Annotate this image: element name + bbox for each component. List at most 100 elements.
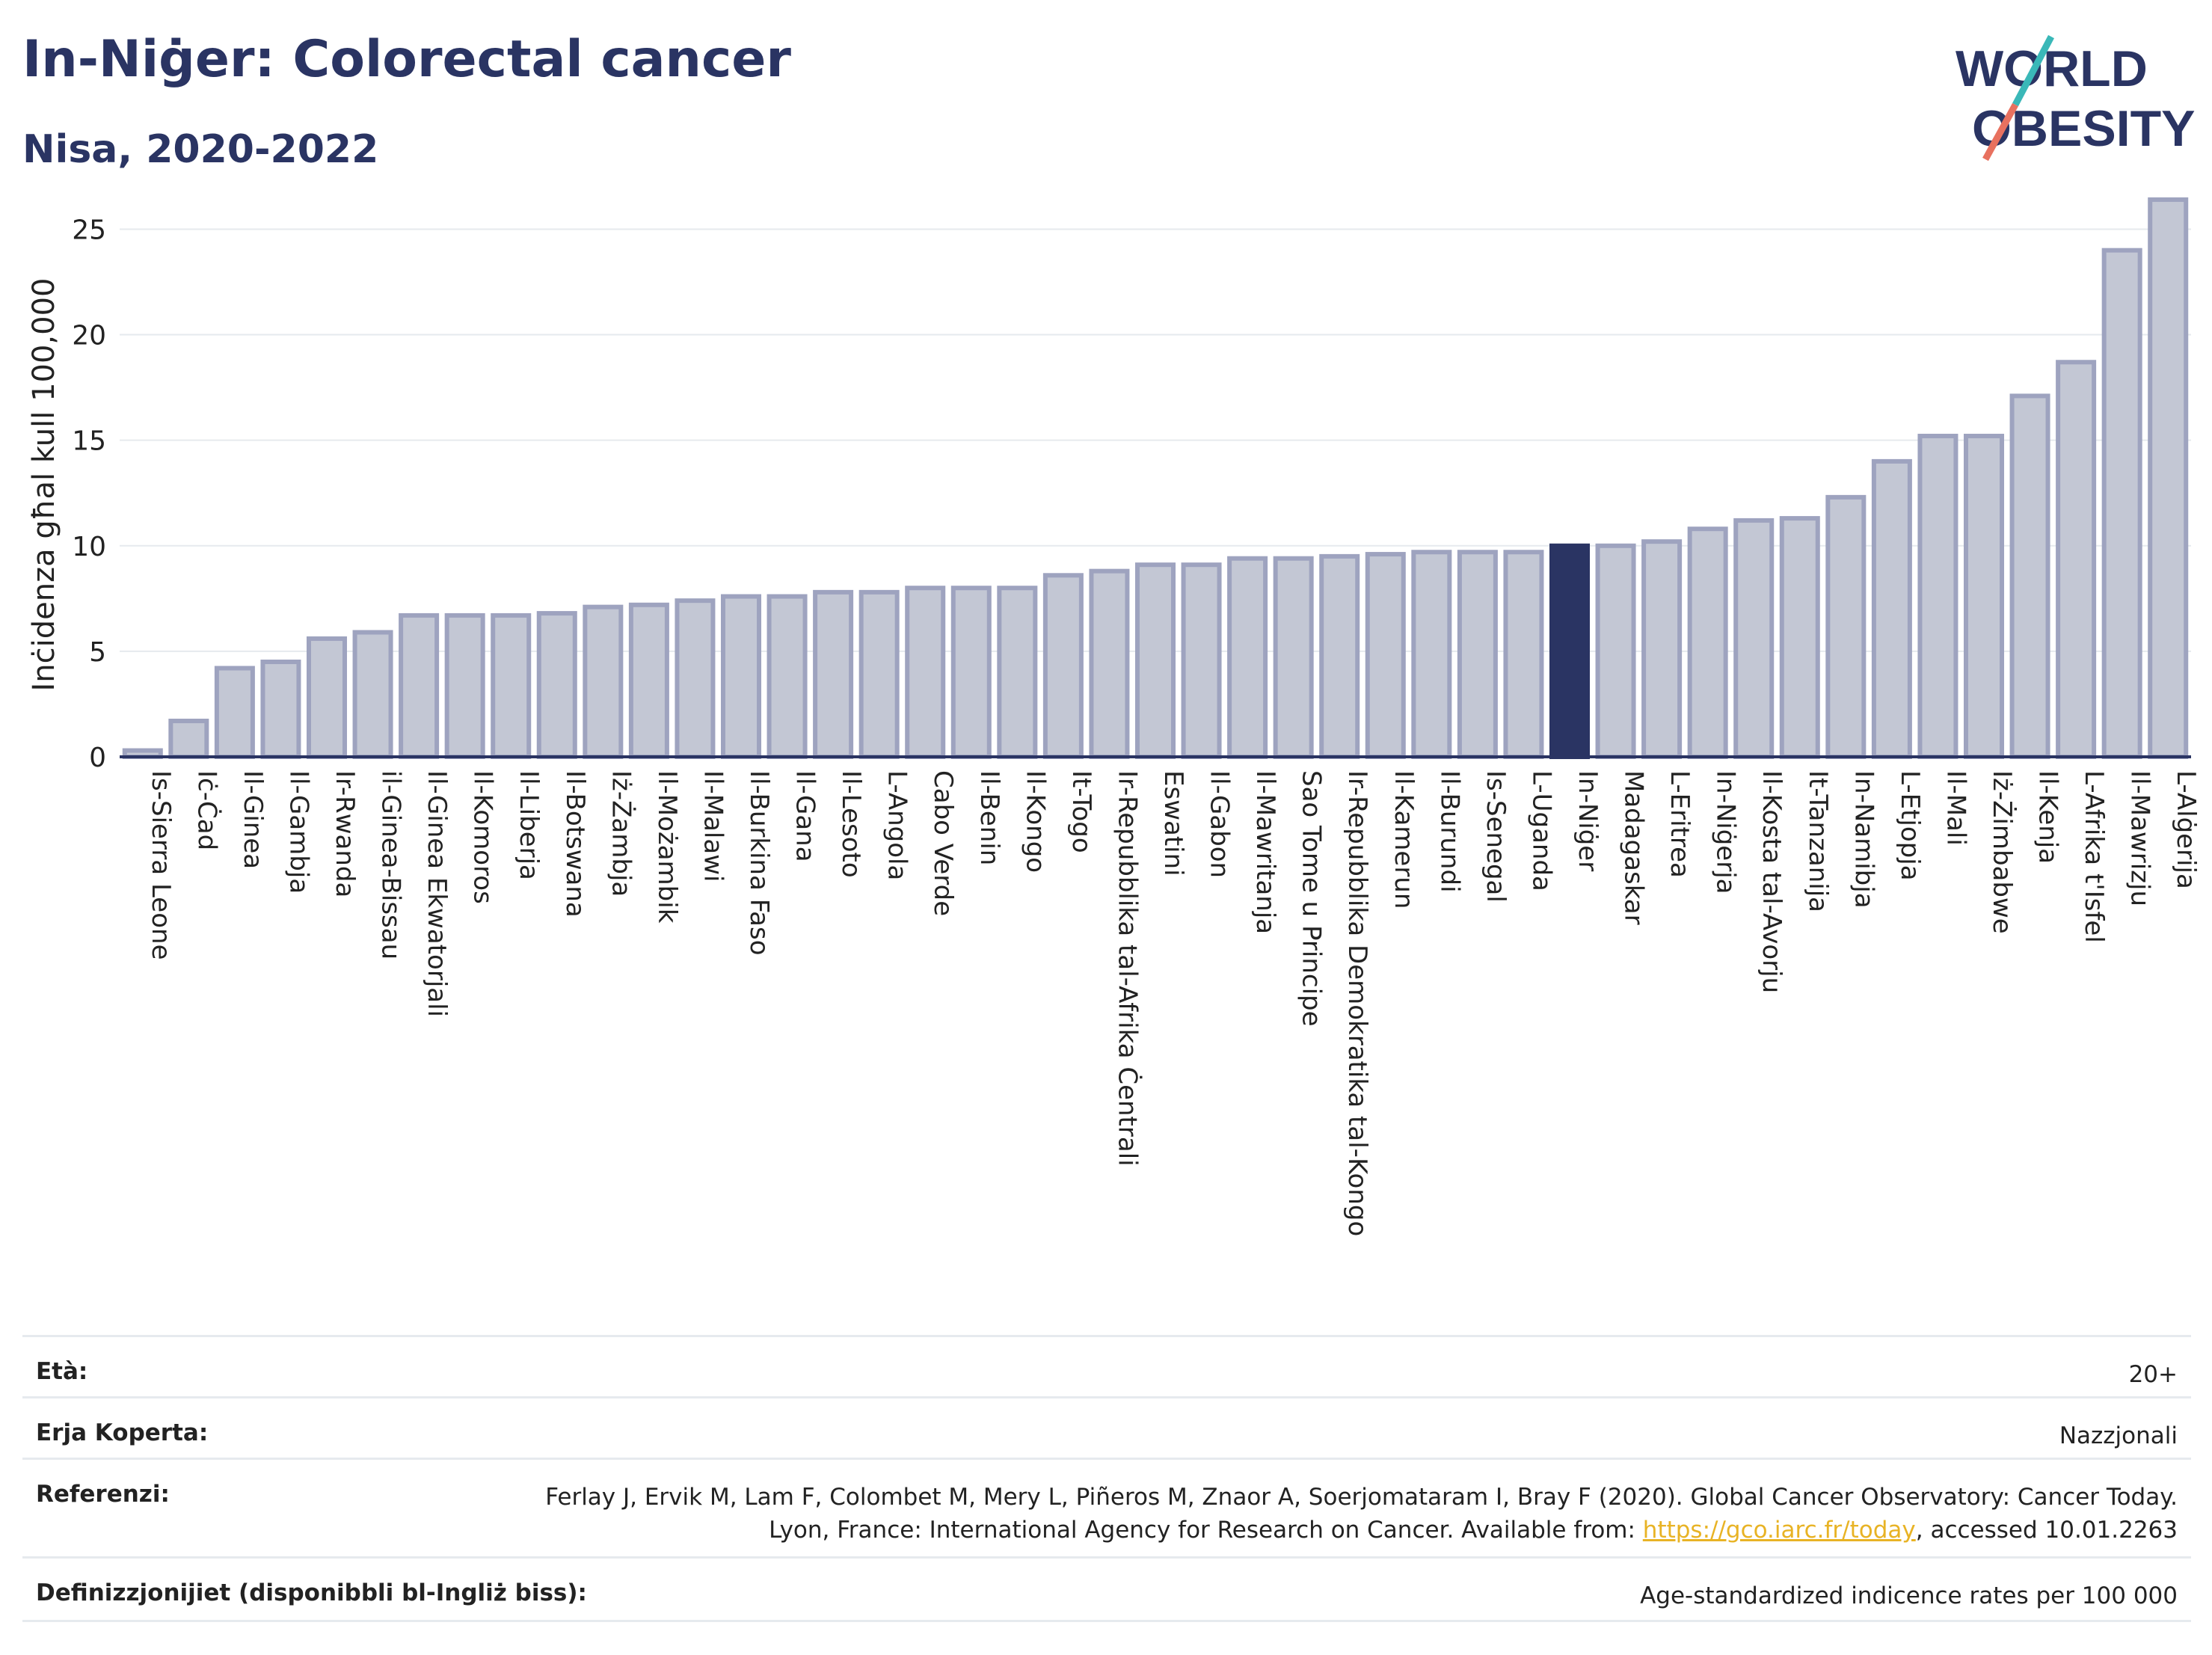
x-tick-label: In-Niġerja: [1711, 770, 1741, 894]
meta-row-area: Erja Koperta: Nazzjonali: [22, 1396, 2191, 1460]
meta-label: Erja Koperta:: [36, 1419, 209, 1446]
x-tick-label: Il-Możambik: [652, 770, 682, 924]
meta-value: Ferlay J, Ervik M, Lam F, Colombet M, Me…: [532, 1481, 2178, 1547]
x-tick-label: Is-Sierra Leone: [146, 770, 176, 960]
x-tick-label: L-Afrika t'Isfel: [2079, 770, 2109, 943]
bar: [1089, 568, 1130, 760]
bar: [813, 589, 854, 759]
x-tick-label: Ir-Repubblika tal-Afrika Ċentrali: [1112, 770, 1143, 1167]
x-tick-label: L-Etjopja: [1895, 770, 1925, 881]
x-tick-label: Il-Botswana: [560, 770, 590, 918]
bar-highlight: [1549, 543, 1591, 759]
x-tick-label: Il-Gana: [790, 770, 820, 862]
x-tick-label: L-Uganda: [1526, 770, 1556, 891]
bar: [720, 594, 762, 759]
x-tick-label: Ir-Rwanda: [330, 770, 360, 897]
x-tick-label: Il-Gabon: [1205, 770, 1235, 878]
bar: [1641, 539, 1683, 760]
y-tick-label: 25: [72, 215, 106, 245]
bar: [399, 612, 440, 760]
meta-row-age: Età: 20+: [22, 1335, 2191, 1398]
bar: [628, 602, 669, 759]
x-tick-label: Eswatini: [1158, 770, 1188, 876]
bar-chart: 0 5 10 15 20 25 Is-Sierra Leone Iċ-Ċad Il-Ginea I…: [27, 197, 2201, 1236]
bar: [1134, 562, 1176, 760]
x-tick-label: Il-Lesoto: [836, 770, 866, 878]
bar: [1963, 434, 2005, 759]
meta-value: 20+: [2128, 1361, 2178, 1388]
bar: [1365, 552, 1406, 759]
x-tick-label: L-Angola: [882, 770, 912, 880]
reference-link[interactable]: https://gco.iarc.fr/today: [1642, 1517, 1916, 1544]
bar: [1319, 553, 1360, 760]
meta-row-references: Referenzi: Ferlay J, Ervik M, Lam F, Col…: [22, 1458, 2191, 1559]
y-tick-label: 0: [89, 743, 106, 773]
bar: [444, 612, 485, 760]
bar: [1733, 518, 1775, 760]
bar: [1042, 573, 1084, 759]
bar: [491, 612, 532, 760]
x-tick-label: Il-Burundi: [1434, 770, 1464, 893]
bar: [858, 589, 900, 759]
axes: 0 5 10 15 20 25 Is-Sierra Leone Iċ-Ċad Il-Ginea I…: [72, 215, 2201, 1236]
y-tick-label: 10: [72, 532, 106, 562]
bar: [168, 719, 209, 759]
meta-label: Età:: [36, 1358, 88, 1385]
bar: [766, 594, 808, 759]
bar: [1595, 543, 1636, 759]
bar: [306, 636, 348, 760]
bar: [1181, 562, 1222, 760]
x-tick-label: Il-Komoros: [468, 770, 498, 904]
x-tick-label: Il-Kamerun: [1389, 770, 1419, 909]
bar: [260, 660, 301, 759]
x-tick-label: Iċ-Ċad: [191, 770, 222, 850]
bar: [2056, 360, 2097, 759]
bar: [1917, 434, 1958, 759]
x-tick-label: Il-Liberja: [514, 770, 544, 880]
x-tick-label: It-Tanzanija: [1803, 770, 1833, 912]
x-tick-label: Il-Mawrizju: [2125, 770, 2155, 906]
bar: [997, 586, 1038, 759]
x-tick-label: Il-Kosta tal-Avorju: [1757, 770, 1787, 993]
bar: [536, 611, 577, 759]
x-tick-label: Madagaskar: [1619, 770, 1649, 925]
y-tick-label: 20: [72, 321, 106, 351]
x-tick-label: Il-Gambja: [283, 770, 313, 894]
x-tick-label: In-Namibja: [1849, 770, 1878, 909]
bar: [1273, 556, 1314, 759]
bar: [352, 630, 393, 759]
world-obesity-logo: WORLD OBESITY: [1956, 34, 2195, 161]
x-tick-label: Il-Ginea Ekwatorjali: [422, 770, 452, 1017]
meta-row-definitions: Definizzjonijiet (disponibbli bl-Ingliż …: [22, 1556, 2191, 1622]
x-tick-label: In-Niġer: [1573, 770, 1603, 871]
meta-label: Definizzjonijiet (disponibbli bl-Ingliż …: [36, 1579, 587, 1606]
x-tick-label: Il-Kongo: [1020, 770, 1050, 873]
chart-subtitle: Nisa, 2020-2022: [22, 127, 379, 172]
bar: [2101, 248, 2142, 759]
bar: [1227, 556, 1268, 759]
x-tick-label: Il-Malawi: [698, 770, 728, 882]
x-tick-label: Is-Senegal: [1481, 770, 1511, 903]
x-tick-label: Il-Mali: [1941, 770, 1970, 846]
bar: [2148, 197, 2189, 759]
y-axis-label: Inċidenza għal kull 100,000: [27, 278, 61, 692]
bar: [950, 586, 992, 759]
meta-value: Nazzjonali: [2059, 1422, 2178, 1449]
bar: [2009, 393, 2050, 760]
bar: [1503, 550, 1544, 759]
y-tick-label: 5: [89, 637, 106, 668]
x-tick-label: Il-Burkina Faso: [744, 770, 774, 956]
chart-title: In-Niġer: Colorectal cancer: [22, 30, 791, 89]
x-tick-label: L-Alġerija: [2171, 770, 2201, 889]
bar: [1779, 516, 1820, 759]
bar: [675, 598, 716, 760]
y-tick-label: 15: [72, 426, 106, 457]
bar: [1411, 550, 1452, 759]
x-tick-label: Ir-Repubblika Demokratika tal-Kongo: [1342, 770, 1372, 1236]
x-tick-label: Cabo Verde: [928, 770, 958, 916]
bar: [1687, 526, 1728, 759]
svg-text:WORLD: WORLD: [1956, 40, 2148, 97]
bar: [905, 586, 946, 759]
bar: [583, 604, 624, 759]
bar: [1871, 458, 1912, 760]
